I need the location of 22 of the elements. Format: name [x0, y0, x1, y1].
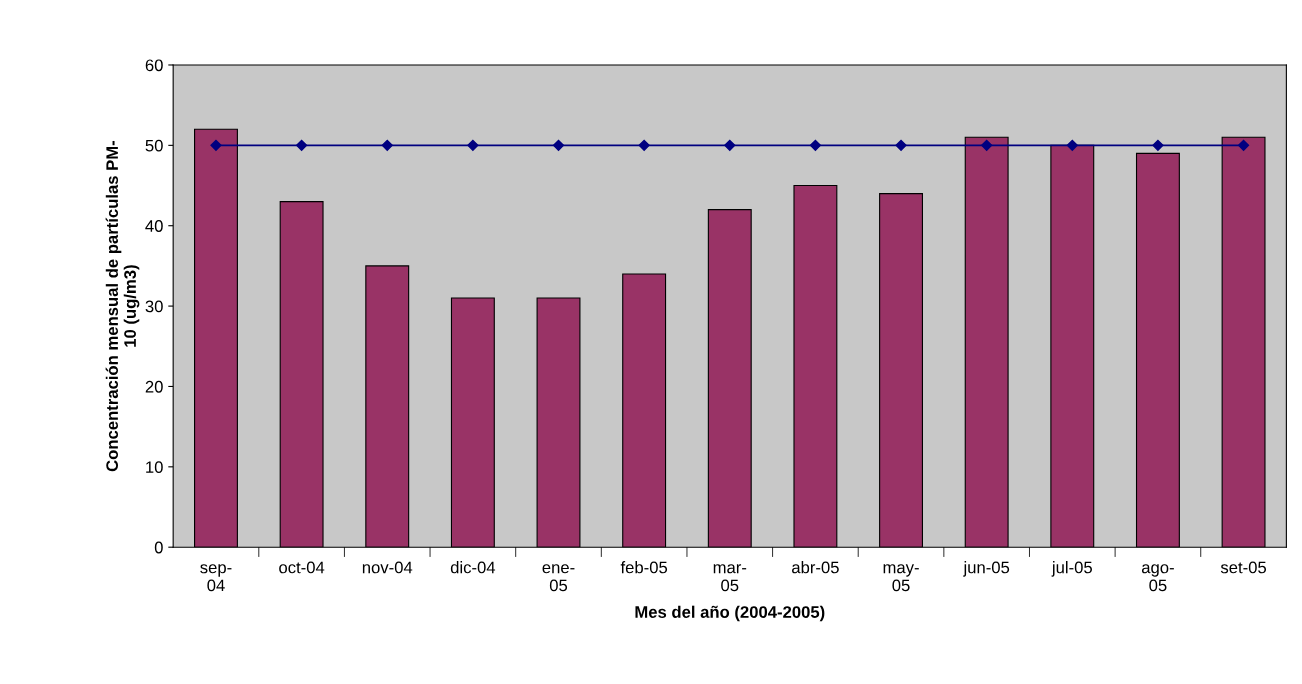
x-tick-label: may- 05 — [883, 564, 919, 592]
y-tick-label: 0 — [154, 541, 163, 554]
x-tick-label: set-05 — [1220, 561, 1267, 574]
x-tick-label: jul-05 — [1051, 561, 1092, 577]
x-tick-label: abr-05 — [792, 561, 839, 574]
x-tick-label: sep- 04 — [200, 564, 232, 592]
x-tick-label: jun-05 — [963, 561, 1010, 577]
x-tick-label: nov-04 — [362, 561, 413, 574]
x-tick-label: mar- 05 — [713, 564, 747, 592]
y-tick-label: 10 — [146, 461, 163, 474]
y-tick-label: 60 — [145, 59, 163, 72]
x-tick-label: ene- 05 — [542, 564, 575, 592]
x-tick-label: dic-04 — [450, 561, 496, 574]
x-tick-label: ago- 05 — [1141, 564, 1174, 592]
y-tick-label: 40 — [145, 220, 163, 232]
x-axis-title: Mes del año (2004-2005) — [635, 605, 825, 622]
x-tick-label: oct-04 — [279, 561, 325, 574]
y-tick-label: 20 — [145, 380, 163, 393]
y-tick-label: 30 — [145, 300, 163, 313]
y-axis-title: Concentración mensual de partículas PM- 10 (ug/m3) — [105, 140, 140, 472]
x-tick-label: feb-05 — [620, 561, 668, 574]
y-tick-label: 50 — [145, 139, 163, 152]
